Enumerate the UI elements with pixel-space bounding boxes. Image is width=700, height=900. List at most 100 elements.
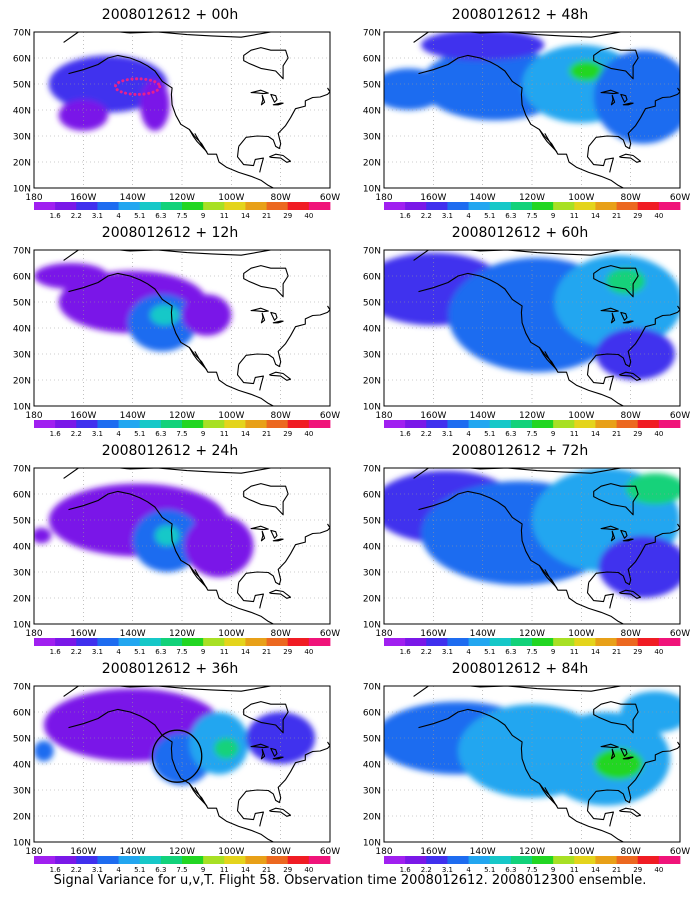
x-tick-label: 180	[25, 411, 42, 421]
y-tick-label: 50N	[13, 517, 31, 527]
x-tick-label: 100W	[568, 411, 594, 421]
x-tick-label: 180	[375, 629, 392, 639]
colorbar-label: 9	[201, 866, 205, 874]
coastline	[68, 708, 274, 842]
variance-region	[593, 50, 680, 144]
colorbar-swatch	[574, 202, 596, 210]
colorbar-swatch	[616, 202, 639, 210]
colorbar-label: 1.6	[50, 430, 62, 438]
colorbar-swatch	[658, 202, 681, 210]
colorbar-swatch	[308, 856, 331, 864]
colorbar-swatch	[405, 856, 427, 864]
plot-frame	[33, 467, 331, 625]
colorbar-swatch	[405, 202, 427, 210]
colorbar-label: 11	[570, 648, 579, 656]
coastline	[260, 748, 266, 760]
colorbar-label: 2.2	[421, 866, 432, 874]
coastline	[538, 565, 558, 589]
colorbar-swatch	[510, 638, 533, 646]
x-tick-label: 100W	[568, 847, 594, 857]
colorbar-label: 6.3	[505, 866, 516, 874]
x-tick-label: 80W	[620, 847, 640, 857]
coastline	[538, 129, 558, 153]
coastlines	[63, 250, 330, 406]
y-tick-label: 40N	[13, 543, 31, 553]
colorbar-label: 11	[220, 648, 229, 656]
colorbar-swatch	[266, 638, 289, 646]
coastline	[269, 589, 292, 599]
colorbar-swatch	[574, 420, 596, 428]
colorbar-swatch	[160, 420, 183, 428]
colorbar-label: 4	[116, 866, 121, 874]
colorbar-label: 11	[570, 430, 579, 438]
y-tick-label: 10N	[363, 185, 381, 195]
colorbar-label: 6.3	[505, 430, 516, 438]
colorbar-swatch	[224, 420, 246, 428]
colorbar-swatch	[616, 638, 639, 646]
colorbar-label: 1.6	[400, 648, 412, 656]
coastline	[238, 523, 330, 586]
colorbar-swatch	[55, 638, 77, 646]
x-tick-label: 180	[25, 193, 42, 203]
coastline	[593, 47, 639, 80]
colorbar-swatch	[160, 202, 183, 210]
colorbar-label: 9	[551, 866, 555, 874]
coastline	[270, 529, 278, 539]
colorbar-label: 5.1	[484, 430, 495, 438]
highlight-circle	[151, 729, 203, 783]
x-tick-label: 80W	[620, 411, 640, 421]
plot-frame	[33, 31, 331, 189]
colorbar-label: 7.5	[176, 866, 187, 874]
colorbar-label: 6.3	[155, 430, 166, 438]
coastline	[586, 364, 614, 391]
coastline	[272, 756, 284, 760]
x-tick-label: 160W	[420, 629, 446, 639]
colorbar-label: 2.2	[71, 648, 82, 656]
x-tick-label: 140W	[120, 411, 146, 421]
colorbar-label: 7.5	[526, 648, 537, 656]
colorbar-label: 9	[551, 212, 555, 220]
coastline	[600, 525, 619, 531]
x-tick-label: 120W	[169, 847, 195, 857]
y-tick-label: 40N	[363, 325, 381, 335]
colorbar-label: 21	[262, 430, 271, 438]
y-tick-label: 50N	[363, 735, 381, 745]
colorbar-swatch	[97, 420, 119, 428]
colorbar-label: 3.1	[92, 648, 103, 656]
panel-title: 2008012612 + 84h	[451, 661, 589, 677]
gridlines	[34, 32, 330, 188]
plot-frame	[383, 31, 681, 189]
coastline	[243, 265, 289, 298]
panel-title: 2008012612 + 00h	[101, 7, 239, 23]
colorbar-swatch	[203, 420, 225, 428]
colorbar-label: 9	[551, 430, 555, 438]
coastline	[600, 743, 619, 749]
colorbar-label: 21	[612, 648, 621, 656]
coastline	[588, 741, 680, 804]
x-tick-label: 80W	[620, 193, 640, 203]
colorbar-swatch	[532, 202, 554, 210]
y-tick-label: 50N	[363, 81, 381, 91]
x-tick-label: 120W	[519, 629, 545, 639]
colorbar-swatch	[510, 420, 533, 428]
coastline	[63, 686, 271, 697]
x-tick-label: 140W	[470, 629, 496, 639]
colorbar-swatch	[426, 420, 448, 428]
variance-field	[48, 55, 170, 131]
colorbar-swatch	[384, 856, 406, 864]
coastline	[619, 371, 642, 381]
x-tick-label: 160W	[70, 847, 96, 857]
colorbar-swatch	[426, 638, 448, 646]
colorbar-swatch	[553, 638, 575, 646]
colorbar-swatch	[182, 856, 204, 864]
x-tick-label: 120W	[519, 411, 545, 421]
y-tick-label: 70N	[363, 247, 381, 257]
colorbar-swatch	[595, 202, 617, 210]
variance-region	[154, 525, 180, 546]
y-tick-label: 50N	[13, 81, 31, 91]
coastline	[418, 708, 624, 842]
colorbar-label: 14	[591, 648, 600, 656]
coastline	[610, 748, 616, 760]
y-tick-label: 50N	[363, 517, 381, 527]
variance-region	[182, 294, 232, 336]
